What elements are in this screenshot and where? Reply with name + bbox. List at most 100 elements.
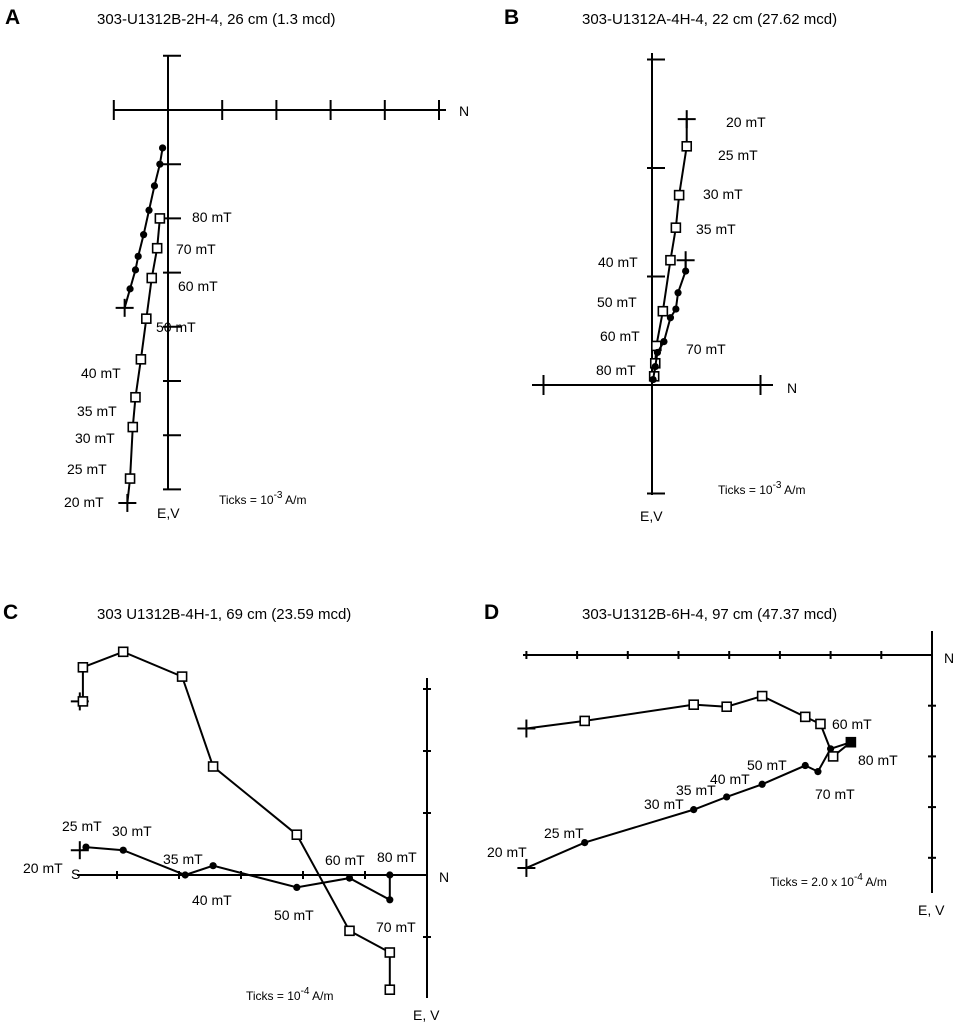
filled-circle-point	[814, 768, 822, 776]
panel-letter-c: C	[3, 601, 18, 624]
panel-d-label-40mt: 40 mT	[710, 771, 750, 787]
filled-circle-point	[156, 160, 164, 168]
filled-circle-point	[134, 252, 142, 260]
open-square-point	[384, 947, 396, 958]
open-square-point	[815, 718, 826, 730]
panel-c-label-35mt: 35 mT	[163, 851, 203, 867]
filled-circle-point	[386, 871, 394, 879]
panel-b-label-60mt: 60 mT	[600, 328, 640, 344]
panel-c-label-20mt: 20 mT	[23, 860, 63, 876]
filled-circle-point	[827, 745, 835, 753]
panel-a-label-35mt: 35 mT	[77, 403, 117, 419]
panel-c-label-80mt: 80 mT	[377, 849, 417, 865]
panel-b-label-30mt: 30 mT	[703, 186, 743, 202]
panel-b-ticks-note: Ticks = 10-3 A/m	[718, 480, 806, 497]
open-square-point	[146, 272, 158, 284]
filled-circle-point	[682, 267, 690, 275]
panel-c-axis-n: N	[439, 869, 449, 885]
panel-d: D 303-U1312B-6H-4, 97 cm (47.37 mcd) N E…	[484, 601, 954, 918]
open-square-point	[77, 661, 89, 673]
open-square-point	[721, 701, 732, 713]
panel-d-horizontal-projection	[517, 738, 855, 877]
filled-circle-point	[345, 874, 354, 882]
panel-a-axes	[112, 54, 446, 491]
panel-d-label-25mt: 25 mT	[544, 825, 584, 841]
vertical-projection-line	[79, 650, 391, 990]
filled-circle-point	[181, 871, 189, 879]
vertical-projection-line	[653, 119, 688, 377]
open-square-point	[799, 711, 811, 723]
panel-b-label-40mt: 40 mT	[598, 254, 638, 270]
panel-b-horizontal-projection	[649, 251, 695, 384]
filled-circle-point	[140, 231, 148, 239]
panel-b-label-70mt: 70 mT	[686, 341, 726, 357]
panel-d-label-35mt: 35 mT	[676, 782, 716, 798]
open-square-point	[756, 690, 768, 702]
panel-b-label-25mt: 25 mT	[718, 147, 758, 163]
panel-c-horizontal-projection	[70, 841, 394, 904]
panel-a-ticks-note: Ticks = 10-3 A/m	[219, 490, 307, 507]
filled-circle-point	[119, 846, 127, 854]
panel-b-axis-n: N	[787, 380, 797, 396]
open-square-point	[77, 696, 89, 707]
panel-c-axis-s: S	[71, 866, 80, 882]
panel-d-label-60mt: 60 mT	[832, 716, 872, 732]
open-square-point	[130, 391, 141, 403]
panel-c: C 303 U1312B-4H-1, 69 cm (23.59 mcd) S N…	[3, 601, 449, 1023]
open-square-point	[207, 761, 219, 772]
panel-a-label-80mt: 80 mT	[192, 209, 232, 225]
panel-c-label-25mt: 25 mT	[62, 818, 102, 834]
open-square-point	[673, 189, 685, 201]
open-square-point	[384, 984, 396, 996]
panel-c-label-60mt: 60 mT	[325, 852, 365, 868]
filled-circle-point	[126, 285, 134, 293]
panel-b-title: 303-U1312A-4H-4, 22 cm (27.62 mcd)	[582, 11, 837, 28]
panel-letter-a: A	[5, 6, 20, 29]
panel-d-axes	[523, 631, 936, 893]
filled-circle-point	[690, 806, 698, 814]
panel-c-label-70mt: 70 mT	[376, 919, 416, 935]
panel-letter-d: D	[484, 601, 499, 624]
panel-c-label-40mt: 40 mT	[192, 892, 232, 908]
filled-circle-point	[723, 793, 731, 801]
panel-d-vertical-projection	[517, 690, 857, 762]
panel-b: B 303-U1312A-4H-4, 22 cm (27.62 mcd) N E…	[504, 6, 837, 524]
filled-circle-point	[651, 362, 659, 371]
panel-b-label-35mt: 35 mT	[696, 221, 736, 237]
open-square-point	[688, 699, 700, 710]
open-square-point	[579, 715, 591, 727]
filled-circle-point	[649, 375, 657, 384]
open-square-point	[117, 646, 129, 658]
panel-c-vertical-projection	[70, 646, 396, 996]
open-square-point	[141, 313, 152, 324]
filled-circle-point	[82, 843, 90, 851]
panel-c-label-30mt: 30 mT	[112, 823, 152, 839]
panel-d-label-80mt: 80 mT	[858, 752, 898, 768]
filled-circle-point	[666, 314, 675, 322]
open-square-point	[154, 213, 166, 224]
panel-a-label-25mt: 25 mT	[67, 461, 107, 477]
filled-circle-point	[131, 266, 140, 274]
panel-a-label-70mt: 70 mT	[176, 241, 216, 257]
panel-d-label-20mt: 20 mT	[487, 844, 527, 860]
panel-d-label-50mt: 50 mT	[747, 757, 787, 773]
panel-b-axis-ev: E,V	[640, 508, 663, 524]
panel-d-ticks-note: Ticks = 2.0 x 10-4 A/m	[770, 872, 887, 889]
panel-d-label-70mt: 70 mT	[815, 786, 855, 802]
filled-circle-point	[145, 206, 153, 214]
open-square-point	[681, 141, 693, 152]
filled-circle-point	[581, 838, 589, 847]
filled-circle-point	[150, 182, 159, 190]
open-square-point	[670, 222, 682, 233]
open-square-point	[127, 421, 139, 433]
open-square-point	[344, 925, 355, 937]
filled-circle-point	[209, 862, 217, 870]
panel-letter-b: B	[504, 6, 519, 29]
panel-a-title: 303-U1312B-2H-4, 26 cm (1.3 mcd)	[97, 11, 335, 28]
open-square-point	[135, 354, 147, 365]
filled-circle-point	[674, 289, 682, 297]
filled-circle-point	[758, 780, 766, 788]
filled-circle-point	[653, 348, 662, 357]
panel-a: A 303-U1312B-2H-4, 26 cm (1.3 mcd) N E,V…	[5, 6, 469, 521]
